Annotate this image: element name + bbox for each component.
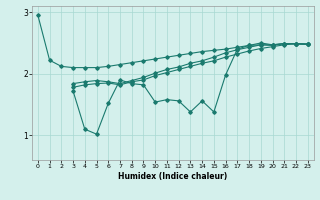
X-axis label: Humidex (Indice chaleur): Humidex (Indice chaleur) xyxy=(118,172,228,181)
